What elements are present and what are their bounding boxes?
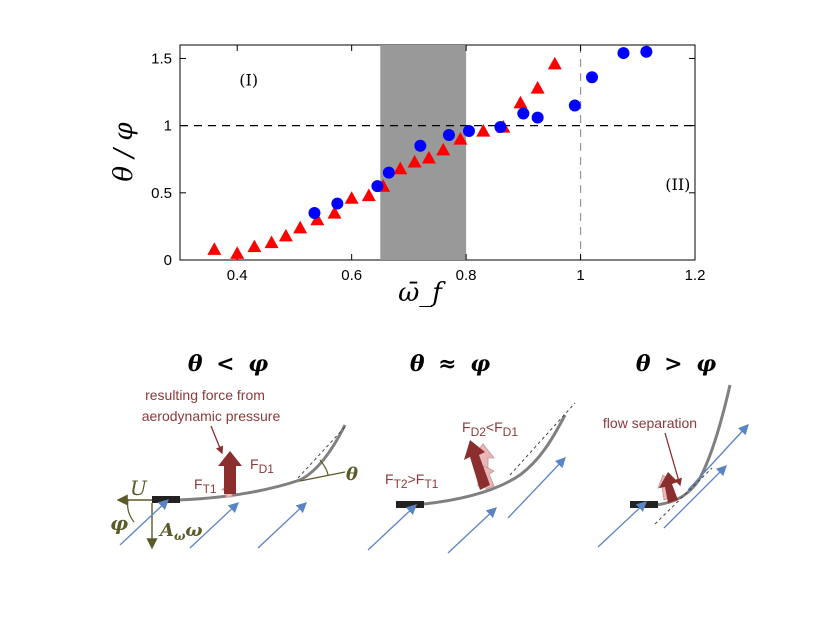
tangent-line-3 [654, 467, 713, 525]
force-arrow-drag-1 [218, 451, 242, 494]
ft1-label: FT1 [194, 476, 217, 496]
panel-1-title: θ < φ [188, 351, 268, 377]
triangle-point [230, 246, 245, 259]
x-tick-label: 1 [576, 267, 584, 284]
filament-2 [423, 414, 567, 506]
triangle-point [476, 124, 491, 137]
u-label: U [130, 476, 148, 500]
scatter-chart: 0.4 0.6 0.8 1 1.2 0 0.5 1 1.5 (I) (II) ω̄_f θ / … [109, 44, 705, 308]
axis-ticks: 0.4 0.6 0.8 1 1.2 0 0.5 1 1.5 [151, 45, 705, 284]
panel-1-note-line-1: resulting force from [145, 387, 265, 403]
circle-point [617, 47, 630, 60]
triangle-point [264, 235, 279, 249]
y-tick-label: 0.5 [151, 185, 172, 202]
circle-point [517, 107, 530, 120]
filament-1 [177, 424, 347, 502]
circle-point [308, 206, 321, 219]
x-tick-label: 0.6 [341, 267, 362, 284]
phi-arc [127, 499, 135, 523]
flow-arrow [119, 499, 169, 546]
separation-pointer [664, 432, 682, 487]
circle-point [568, 99, 581, 112]
triangle-point [361, 188, 376, 202]
leading-edge-2 [396, 501, 424, 508]
circle-point [586, 71, 598, 84]
triangle-point [407, 154, 422, 168]
region-label-1: (I) [239, 70, 258, 89]
phi-label: φ [110, 511, 128, 535]
note-pointer-1 [210, 425, 224, 455]
x-axis-label: ω̄_f [398, 278, 446, 308]
force-arrow-drag-2 [464, 440, 490, 490]
force-arrow-drag-3 [659, 472, 678, 503]
aw-label: Aωω [158, 520, 203, 543]
triangle-point [310, 212, 325, 226]
fd1-label: FD1 [250, 456, 274, 476]
triangle-point [344, 191, 359, 204]
flow-arrow [597, 501, 647, 548]
triangle-point [421, 150, 436, 164]
flow-arrow [507, 457, 566, 519]
tangent-line-2 [509, 402, 576, 476]
panel-1-note-line-2: aerodynamic pressure [142, 408, 281, 424]
flow-arrow [189, 502, 239, 549]
triangle-point [513, 95, 528, 109]
triangle-point [547, 56, 562, 70]
region-label-2: (II) [665, 175, 690, 194]
illustration-panel-1: θ < φ resulting force from aerodynamic p… [110, 351, 358, 550]
triangle-point [278, 228, 293, 242]
triangle-point [293, 220, 308, 234]
theta-label: θ [346, 464, 358, 485]
triangle-point [247, 239, 262, 253]
flow-arrow [663, 465, 727, 529]
panel-2-title: θ ≈ φ [410, 351, 490, 377]
circle-point [442, 129, 455, 142]
circle-point [382, 166, 395, 179]
shaded-band [380, 45, 467, 260]
data-marks [207, 45, 653, 259]
x-tick-label: 0.8 [456, 267, 477, 284]
flow-arrow [447, 507, 497, 554]
circle-point [371, 180, 384, 193]
fd-compare-label: FD2<FD1 [462, 419, 518, 439]
ft-compare-label: FT2>FT1 [385, 471, 439, 491]
y-tick-label: 1.5 [151, 50, 172, 67]
triangle-point [207, 242, 222, 255]
illustration-panel-2: θ ≈ φ FD2<FD1 FT2>FT1 [367, 351, 576, 554]
triangle-point [327, 205, 342, 219]
triangle-point [436, 142, 451, 156]
flow-arrow [367, 504, 417, 551]
y-tick-label: 0 [164, 252, 172, 269]
theta-ref-line [299, 471, 346, 482]
circle-point [331, 197, 344, 210]
circle-point [531, 111, 544, 124]
circle-point [414, 139, 427, 152]
y-tick-label: 1 [164, 118, 172, 135]
y-axis-label: θ / φ [109, 122, 139, 182]
panel-3-title: θ > φ [636, 351, 716, 377]
theta-arc [319, 459, 329, 477]
circle-point [494, 120, 507, 133]
circle-point [640, 45, 653, 58]
x-tick-label: 0.4 [227, 267, 248, 284]
flow-separation-label: flow separation [603, 415, 697, 431]
flow-arrow [257, 502, 307, 549]
illustration-panel-3: θ > φ flow separation [597, 351, 749, 548]
triangle-point [530, 81, 545, 94]
triangle-point [453, 132, 468, 145]
tangent-line-1 [297, 426, 346, 479]
x-tick-label: 1.2 [685, 267, 706, 284]
triangle-point [393, 161, 408, 175]
flow-arrow [687, 424, 749, 491]
circle-point [462, 125, 475, 137]
